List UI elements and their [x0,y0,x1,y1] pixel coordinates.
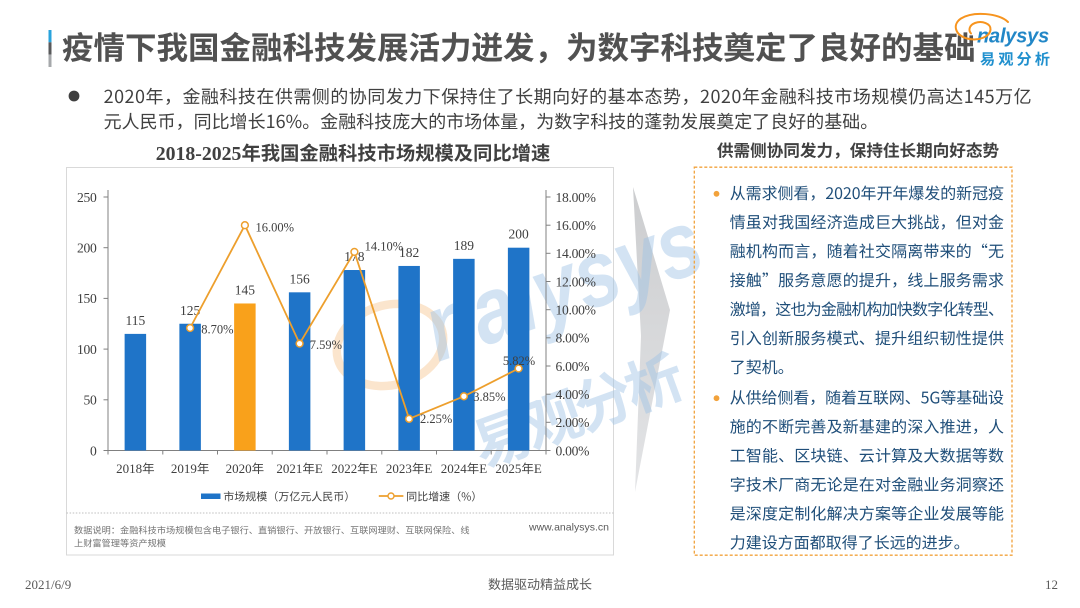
svg-text:7.59%: 7.59% [310,338,342,352]
svg-text:2020: 2020 [226,461,252,476]
svg-text:16.00%: 16.00% [256,221,295,235]
svg-text:5.82%: 5.82% [503,354,535,368]
svg-text:3.85%: 3.85% [473,390,505,404]
svg-text:2021: 2021 [276,461,302,476]
svg-text:E: E [315,461,323,476]
svg-text:E: E [479,461,487,476]
svg-text:6.00%: 6.00% [556,359,590,374]
svg-text:10.00%: 10.00% [556,303,596,318]
svg-text:2.00%: 2.00% [556,415,590,430]
svg-text:2.25%: 2.25% [420,412,452,426]
svg-text:2021/6/9: 2021/6/9 [25,577,71,592]
svg-text:2024: 2024 [441,461,468,476]
svg-text:250: 250 [77,190,97,205]
svg-text:2025: 2025 [495,461,521,476]
svg-text:8.70%: 8.70% [201,323,233,337]
svg-text:2018-2025: 2018-2025 [156,143,242,165]
svg-text:50: 50 [84,393,97,408]
svg-text:nalysys: nalysys [977,26,1049,48]
svg-text:0.00%: 0.00% [556,443,590,458]
svg-text:2023: 2023 [386,461,412,476]
svg-text:200: 200 [77,241,97,256]
svg-text:189: 189 [454,238,475,253]
svg-text:8.00%: 8.00% [556,331,590,346]
svg-text:145: 145 [235,283,256,298]
svg-text:www.analysys.cn: www.analysys.cn [528,522,609,534]
svg-text:14.00%: 14.00% [556,246,596,261]
svg-text:E: E [370,461,378,476]
svg-text:14.10%: 14.10% [365,239,404,253]
svg-text:E: E [534,461,542,476]
svg-text:200: 200 [508,227,529,242]
svg-text:182: 182 [399,245,419,260]
svg-text:115: 115 [126,313,146,328]
svg-text:2022: 2022 [331,461,357,476]
svg-text:125: 125 [180,303,201,318]
svg-text:0: 0 [90,443,97,458]
svg-text:2019: 2019 [171,461,197,476]
svg-text:16.00%: 16.00% [556,218,596,233]
svg-text:E: E [424,461,432,476]
svg-text:156: 156 [289,271,310,286]
svg-text:12.00%: 12.00% [556,274,596,289]
svg-text:18.00%: 18.00% [556,190,596,205]
svg-text:100: 100 [77,342,97,357]
svg-text:4.00%: 4.00% [556,387,590,402]
svg-text:12: 12 [1045,577,1058,592]
svg-text:2018: 2018 [116,461,142,476]
svg-text:150: 150 [77,291,97,306]
